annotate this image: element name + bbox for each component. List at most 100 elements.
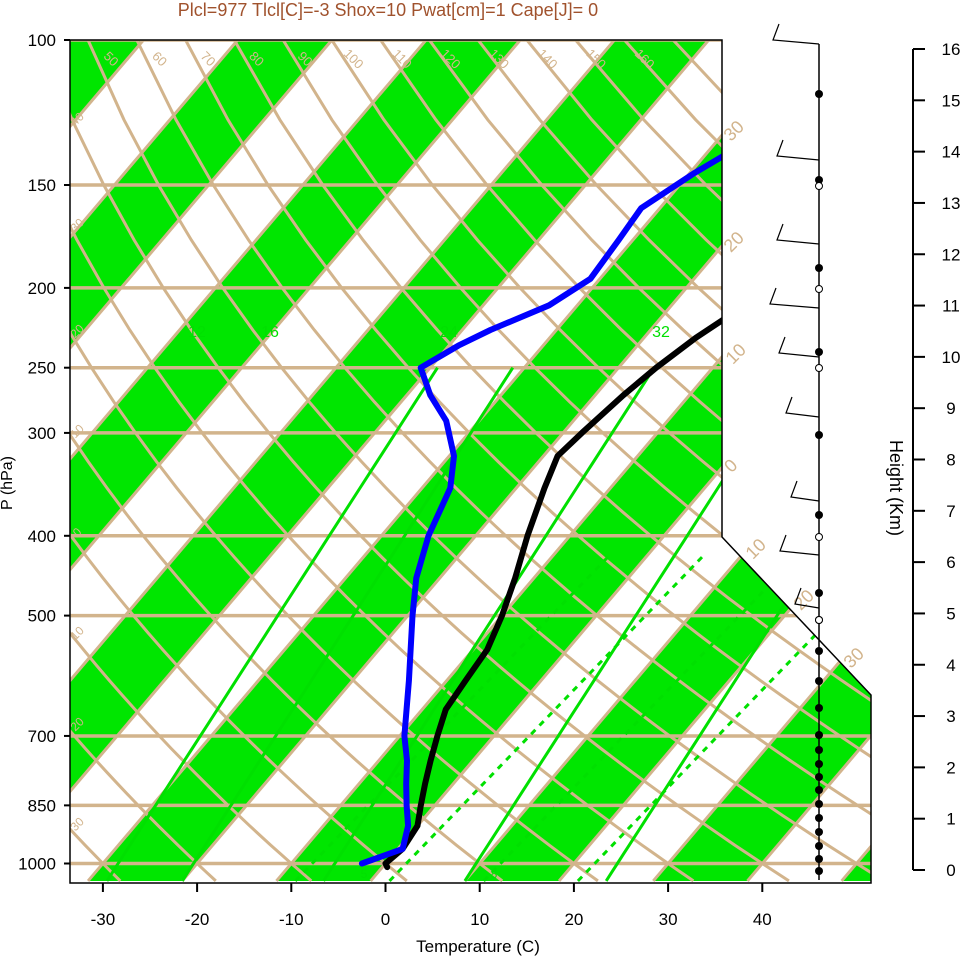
p-tick-label: 700 bbox=[28, 727, 56, 746]
temperature-profile bbox=[382, 40, 871, 871]
height-tick-label: 2 bbox=[946, 758, 955, 777]
height-dot bbox=[815, 746, 823, 754]
x-tick-label: -30 bbox=[91, 910, 116, 929]
height-dot bbox=[815, 511, 823, 519]
mixing-ratio-line bbox=[105, 366, 439, 882]
height-dot bbox=[815, 647, 823, 655]
green-band bbox=[70, 40, 332, 881]
isotherm-label-right: 10 bbox=[722, 340, 750, 368]
wind-barb bbox=[785, 396, 820, 418]
x-tick-label: 30 bbox=[659, 910, 678, 929]
height-dot bbox=[815, 855, 823, 863]
height-tick-label: 14 bbox=[942, 143, 961, 162]
p-tick-label: 500 bbox=[28, 607, 56, 626]
wind-barb bbox=[778, 336, 820, 358]
mixing-ratio-line bbox=[463, 366, 797, 882]
height-tick-label: 7 bbox=[946, 502, 955, 521]
dry-adiabat-line bbox=[70, 40, 504, 883]
dry-adiabat-line bbox=[70, 40, 217, 883]
x-tick-label: 40 bbox=[753, 910, 772, 929]
height-dot bbox=[815, 786, 823, 794]
open-height-dot bbox=[815, 182, 823, 190]
height-tick-label: 13 bbox=[942, 194, 961, 213]
isotherm-label-right: 10 bbox=[742, 535, 770, 563]
height-tick-label: 9 bbox=[946, 399, 955, 418]
dry-adiabat-line bbox=[184, 40, 871, 883]
y-axis-label: P (hPa) bbox=[0, 456, 16, 510]
x-tick-label: 20 bbox=[564, 910, 583, 929]
x-axis-label: Temperature (C) bbox=[416, 937, 540, 956]
height-tick-label: 8 bbox=[946, 451, 955, 470]
p-tick-label: 1000 bbox=[18, 855, 56, 874]
p-tick-label: 300 bbox=[28, 424, 56, 443]
green-band bbox=[70, 40, 521, 881]
height-dot bbox=[815, 677, 823, 685]
sounding-profiles bbox=[358, 40, 871, 871]
dry-adiabat-line bbox=[232, 40, 871, 883]
height-axis-label: Height (Km) bbox=[886, 440, 906, 536]
mixing-ratio-label: 12 bbox=[188, 324, 206, 341]
isotherm-line bbox=[70, 40, 616, 882]
isotherm-label-right: 0 bbox=[720, 455, 741, 476]
p-tick-label: 850 bbox=[28, 796, 56, 815]
height-dot bbox=[815, 760, 823, 768]
green-dry-adiabat-bands bbox=[70, 40, 871, 881]
height-dot bbox=[815, 773, 823, 781]
wind-barb bbox=[772, 23, 820, 45]
dry-adiabat-line bbox=[135, 40, 871, 883]
height-tick-label: 3 bbox=[946, 707, 955, 726]
wind-barb bbox=[779, 534, 820, 556]
wind-barb-column bbox=[769, 23, 823, 880]
mixing-ratio-dashed-line bbox=[482, 552, 802, 882]
p-tick-label: 200 bbox=[28, 279, 56, 298]
x-tick-label: 10 bbox=[470, 910, 489, 929]
open-height-dot bbox=[815, 533, 823, 541]
x-tick-label: -10 bbox=[279, 910, 304, 929]
height-dot bbox=[815, 176, 823, 184]
mixing-ratio-label-bottom: 8 bbox=[491, 867, 498, 881]
dry-adiabat-line bbox=[70, 40, 695, 883]
isotherm-label-right: 30 bbox=[720, 117, 748, 145]
height-tick-label: 0 bbox=[946, 861, 955, 880]
dry-adiabat-line bbox=[86, 40, 871, 883]
height-dot bbox=[815, 814, 823, 822]
mixing-ratio-label: 32 bbox=[652, 324, 670, 341]
dry-adiabat-line bbox=[330, 40, 871, 883]
isotherm-label: 100 bbox=[341, 46, 367, 72]
open-height-dot bbox=[815, 364, 823, 372]
height-dot bbox=[815, 828, 823, 836]
p-tick-label: 400 bbox=[28, 527, 56, 546]
isotherm-line bbox=[70, 40, 428, 882]
tan-grid-lines bbox=[70, 40, 871, 883]
isotherm-line bbox=[70, 40, 710, 882]
mixing-ratio-dashed-line bbox=[388, 552, 707, 882]
isotherm-line bbox=[70, 40, 522, 882]
x-tick-label: 0 bbox=[381, 910, 390, 929]
height-dot bbox=[815, 90, 823, 98]
axes: -30 -20 -10 0 10 20 30 401001502002503004005007… bbox=[18, 31, 772, 929]
mixing-ratio-line bbox=[181, 366, 515, 882]
height-tick-label: 1 bbox=[946, 810, 955, 829]
open-height-dot bbox=[815, 616, 823, 624]
mixing-ratio-label: 24 bbox=[440, 324, 458, 341]
height-dot bbox=[815, 431, 823, 439]
mixing-ratio-label-bottom: 5 bbox=[361, 867, 368, 881]
isotherm-label: 60 bbox=[149, 48, 170, 69]
dry-adiabat-line bbox=[379, 40, 871, 883]
wind-barb bbox=[769, 287, 820, 309]
isotherm-line bbox=[652, 40, 871, 882]
wind-barb bbox=[794, 587, 820, 609]
height-dot bbox=[815, 842, 823, 850]
height-tick-label: 4 bbox=[946, 656, 955, 675]
height-tick-label: 11 bbox=[942, 297, 960, 316]
x-tick-label: -20 bbox=[185, 910, 210, 929]
height-dot bbox=[815, 264, 823, 272]
height-dot bbox=[815, 800, 823, 808]
mixing-ratio-dashed-line bbox=[294, 552, 613, 882]
mixing-ratio-line bbox=[322, 366, 656, 882]
dry-adiabat-line bbox=[281, 40, 871, 883]
chart-title: Plcl=977 Tlcl[C]=-3 Shox=10 Pwat[cm]=1 C… bbox=[178, 0, 598, 20]
isotherm-label-right: 20 bbox=[720, 228, 748, 256]
green-band bbox=[276, 40, 871, 881]
